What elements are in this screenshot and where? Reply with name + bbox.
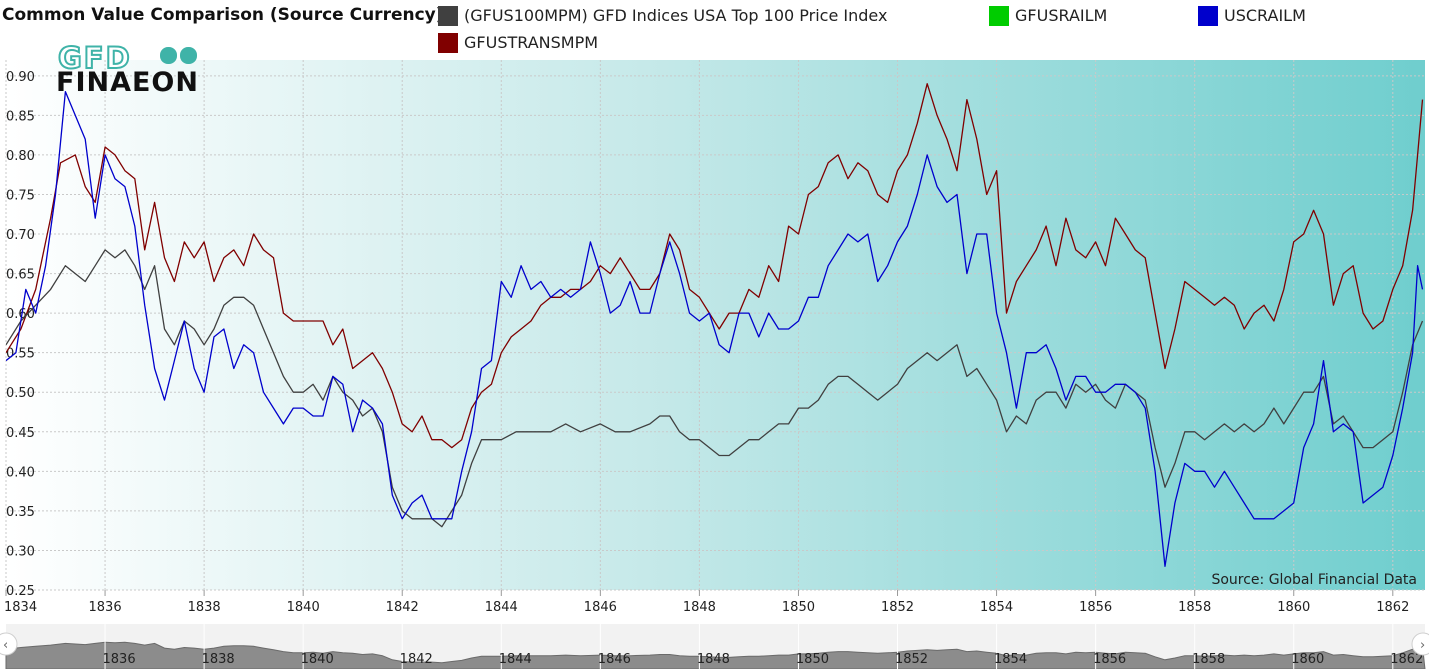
x-tick-label: 1842 (386, 600, 419, 615)
x-tick-label: 1858 (1178, 600, 1211, 615)
legend: (GFUS100MPM) GFD Indices USA Top 100 Pri… (438, 6, 1306, 53)
logo-finaeon-text: FINAEON (56, 67, 199, 98)
y-tick-label: 0.50 (6, 386, 35, 401)
y-axis: 0.250.300.350.400.450.500.550.600.650.70… (6, 70, 35, 599)
series-line-gfustransmpm[interactable] (6, 83, 1424, 449)
navigator-tick-label: 1838 (202, 652, 235, 667)
y-tick-label: 0.40 (6, 465, 35, 480)
x-tick-label: 1834 (4, 600, 37, 615)
navigator-series-area (5, 641, 1426, 669)
navigator-tick-label: 1852 (895, 652, 928, 667)
navigator-tick-label: 1836 (103, 652, 136, 667)
legend-item[interactable]: USCRAILM (1198, 6, 1306, 26)
y-tick-label: 0.90 (6, 70, 35, 85)
x-tick-label: 1862 (1376, 600, 1409, 615)
navigator-tick-label: 1842 (400, 652, 433, 667)
y-tick-label: 0.65 (6, 268, 35, 283)
x-tick-label: 1860 (1277, 600, 1310, 615)
navigator-axis: 1836 1838 1840 1842 1844 1846 1848 1850 1852 1854… (103, 624, 1423, 669)
legend-item[interactable]: (GFUS100MPM) GFD Indices USA Top 100 Pri… (438, 6, 887, 26)
x-tick-label: 1836 (89, 600, 122, 615)
x-tick-label: 1854 (980, 600, 1013, 615)
navigator-tick-label: 1848 (697, 652, 730, 667)
plot-area (6, 60, 1425, 590)
legend-label: (GFUS100MPM) GFD Indices USA Top 100 Pri… (464, 6, 887, 25)
navigator-tick-label: 1862 (1390, 652, 1423, 667)
navigator-tick-label: 1854 (994, 652, 1027, 667)
legend-swatch (438, 33, 458, 53)
logo-gfd-text: GFD (58, 41, 132, 75)
navigator-tick-label: 1856 (1093, 652, 1126, 667)
navigator-tick-label: 1858 (1192, 652, 1225, 667)
series-line-uscrailm[interactable] (6, 90, 1424, 567)
gfd-finaeon-logo: GFD FINAEON (56, 40, 199, 98)
x-tick-label: 1856 (1079, 600, 1112, 615)
navigator-tick-label: 1844 (499, 652, 532, 667)
y-tick-label: 0.70 (6, 228, 35, 243)
y-tick-label: 0.55 (6, 347, 35, 362)
navigator-right-handle[interactable]: › (1411, 632, 1429, 656)
x-axis: 1834 1836 1838 1840 1842 1844 1846 1848 1850 1852… (4, 590, 1409, 615)
series-layer (6, 83, 1424, 567)
right-arrow-icon: › (1420, 638, 1425, 653)
y-tick-label: 0.35 (6, 505, 35, 520)
y-tick-label: 0.45 (6, 426, 35, 441)
legend-item[interactable]: GFUSTRANSMPM (438, 33, 598, 53)
y-tick-label: 0.80 (6, 149, 35, 164)
series-line-gfus100mpm-gfd-indices-usa-top-100-price-index[interactable] (6, 249, 1424, 528)
navigator[interactable]: 1836 1838 1840 1842 1844 1846 1848 1850 1852 1854… (0, 624, 1429, 669)
legend-swatch (438, 6, 458, 26)
left-arrow-icon: ‹ (3, 638, 8, 653)
legend-swatch (1198, 6, 1218, 26)
navigator-tick-label: 1850 (796, 652, 829, 667)
navigator-left-handle[interactable]: ‹ (0, 632, 18, 656)
logo-leaf-left (160, 47, 177, 64)
y-tick-label: 0.85 (6, 109, 35, 124)
source-label: Source: Global Financial Data (1211, 572, 1417, 588)
logo-leaf-right (180, 47, 197, 64)
navigator-tick-label: 1860 (1291, 652, 1324, 667)
x-tick-label: 1838 (188, 600, 221, 615)
x-tick-label: 1846 (584, 600, 617, 615)
navigator-tick-label: 1846 (598, 652, 631, 667)
x-tick-label: 1844 (485, 600, 518, 615)
y-tick-label: 0.75 (6, 188, 35, 203)
x-tick-label: 1852 (881, 600, 914, 615)
y-tick-label: 0.25 (6, 584, 35, 599)
legend-swatch (989, 6, 1009, 26)
chart-title: Common Value Comparison (Source Currency… (2, 5, 444, 25)
legend-item[interactable]: GFUSRAILM (989, 6, 1107, 26)
legend-label: USCRAILM (1224, 6, 1306, 25)
y-tick-label: 0.30 (6, 544, 35, 559)
x-tick-label: 1840 (287, 600, 320, 615)
navigator-tick-label: 1840 (301, 652, 334, 667)
x-tick-label: 1850 (782, 600, 815, 615)
legend-label: GFUSTRANSMPM (464, 33, 598, 52)
legend-label: GFUSRAILM (1015, 6, 1107, 25)
x-tick-label: 1848 (683, 600, 716, 615)
